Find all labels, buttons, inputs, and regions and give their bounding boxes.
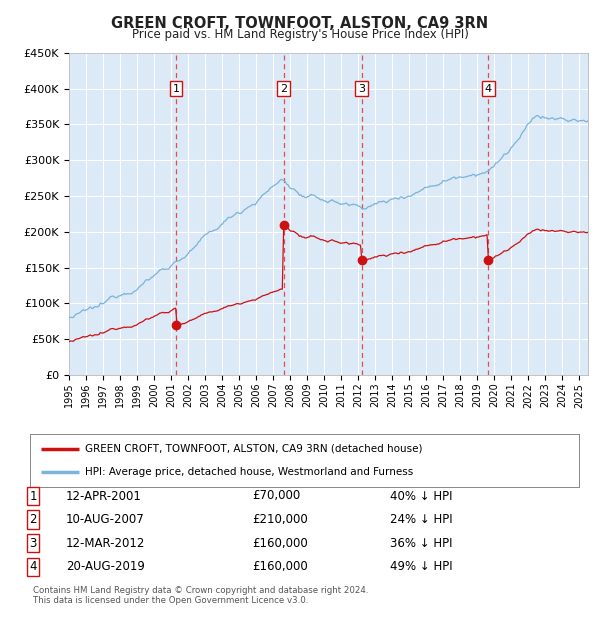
Text: Price paid vs. HM Land Registry's House Price Index (HPI): Price paid vs. HM Land Registry's House …	[131, 28, 469, 41]
Text: HPI: Average price, detached house, Westmorland and Furness: HPI: Average price, detached house, West…	[85, 467, 413, 477]
Text: £70,000: £70,000	[252, 490, 300, 502]
Text: 1: 1	[29, 490, 37, 502]
Text: £160,000: £160,000	[252, 560, 308, 573]
Text: 24% ↓ HPI: 24% ↓ HPI	[390, 513, 452, 526]
Text: 36% ↓ HPI: 36% ↓ HPI	[390, 537, 452, 549]
Text: 10-AUG-2007: 10-AUG-2007	[66, 513, 145, 526]
Text: 20-AUG-2019: 20-AUG-2019	[66, 560, 145, 573]
Text: 4: 4	[29, 560, 37, 573]
Text: 2: 2	[280, 84, 287, 94]
Text: £210,000: £210,000	[252, 513, 308, 526]
Text: 12-MAR-2012: 12-MAR-2012	[66, 537, 145, 549]
Text: 3: 3	[29, 537, 37, 549]
Text: Contains HM Land Registry data © Crown copyright and database right 2024.
This d: Contains HM Land Registry data © Crown c…	[33, 586, 368, 605]
Text: 4: 4	[485, 84, 492, 94]
Text: 40% ↓ HPI: 40% ↓ HPI	[390, 490, 452, 502]
Text: 3: 3	[358, 84, 365, 94]
Text: GREEN CROFT, TOWNFOOT, ALSTON, CA9 3RN (detached house): GREEN CROFT, TOWNFOOT, ALSTON, CA9 3RN (…	[85, 444, 422, 454]
Text: GREEN CROFT, TOWNFOOT, ALSTON, CA9 3RN: GREEN CROFT, TOWNFOOT, ALSTON, CA9 3RN	[112, 16, 488, 30]
Text: 1: 1	[172, 84, 179, 94]
Text: £160,000: £160,000	[252, 537, 308, 549]
Text: 12-APR-2001: 12-APR-2001	[66, 490, 142, 502]
Text: 2: 2	[29, 513, 37, 526]
Text: 49% ↓ HPI: 49% ↓ HPI	[390, 560, 452, 573]
